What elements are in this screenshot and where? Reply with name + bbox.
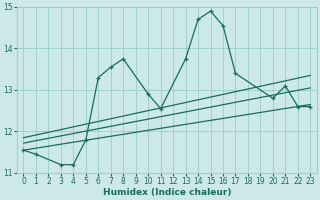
X-axis label: Humidex (Indice chaleur): Humidex (Indice chaleur) [103, 188, 231, 197]
